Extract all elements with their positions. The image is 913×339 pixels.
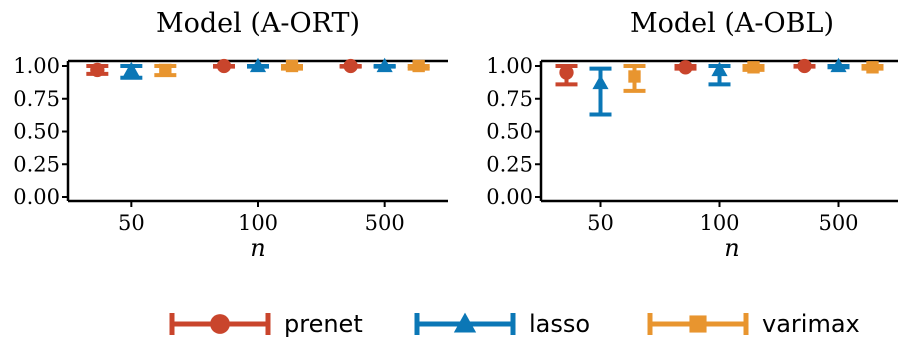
point-prenet [90,62,105,78]
point-prenet [343,58,358,74]
x-axis-label: n [250,234,265,262]
errorbar-varimax [861,61,884,74]
y-tick-label: 1.00 [486,54,533,78]
errorbar-varimax [281,59,303,73]
point-lasso [376,57,393,73]
errorbar-prenet [86,62,109,78]
y-tick-label: 0.50 [13,120,60,144]
errorbar-lasso [120,61,143,80]
legend-item-prenet: prenet [169,310,363,338]
point-lasso [249,57,267,73]
legend-marker [210,314,230,334]
errorbar-varimax [154,63,177,78]
point-varimax [285,59,299,73]
point-lasso [123,61,140,77]
point-lasso [830,57,847,73]
point-prenet [678,60,693,75]
errorbar-lasso [827,57,850,73]
point-prenet [559,65,574,80]
x-tick-label: 100 [699,211,739,235]
x-tick-label: 500 [818,211,858,235]
point-lasso [711,61,728,77]
x-tick-label: 500 [365,211,405,235]
errorbar-lasso [247,57,269,73]
point-lasso [592,74,609,90]
point-varimax [628,70,641,83]
errorbar-lasso [708,61,731,87]
errorbar-prenet [674,60,697,75]
y-tick-label: 0.50 [486,120,533,144]
errorbar-varimax [742,61,765,74]
errorbar-prenet [793,58,816,74]
errorbar-varimax [623,64,646,93]
legend-item-lasso: lasso [414,310,590,338]
y-tick-label: 0.00 [486,185,533,209]
errorbar-prenet [213,58,235,74]
y-tick-label: 0.75 [13,87,60,111]
legend-label: varimax [762,310,860,338]
y-tick-label: 0.25 [13,152,60,176]
y-tick-label: 0.25 [486,152,533,176]
legend-label: lasso [529,310,590,338]
errorbar-varimax [407,59,430,73]
x-tick-label: 50 [587,211,614,235]
y-tick-label: 0.00 [13,185,60,209]
legend-item-varimax: varimax [647,310,860,338]
point-varimax [747,61,760,74]
x-axis-label: n [724,234,739,262]
point-varimax [412,59,425,73]
errorbar-prenet [339,58,362,74]
errorbar-lasso [373,57,396,73]
legend: prenet lasso varimax [169,310,860,338]
y-tick-label: 0.75 [486,87,533,111]
errorbar-prenet [555,64,578,87]
panel-a-obl: Model (A-OBL) n 0.00 0.25 0.50 0.75 1.00 50 10… [486,8,898,262]
legend-marker [689,315,707,333]
point-prenet [216,58,232,74]
panel-title: Model (A-ORT) [156,8,360,39]
legend-marker [453,312,477,333]
panel-a-ort: Model (A-ORT) n 0.00 0.25 0.50 0.75 1.00 50 10… [13,8,448,262]
point-prenet [797,58,812,74]
x-tick-label: 100 [238,211,278,235]
point-varimax [159,63,172,77]
panel-title: Model (A-OBL) [630,8,834,39]
y-tick-label: 1.00 [13,54,60,78]
point-varimax [866,61,879,74]
x-tick-label: 50 [118,211,145,235]
legend-label: prenet [284,310,363,338]
errorbar-lasso [589,66,612,117]
